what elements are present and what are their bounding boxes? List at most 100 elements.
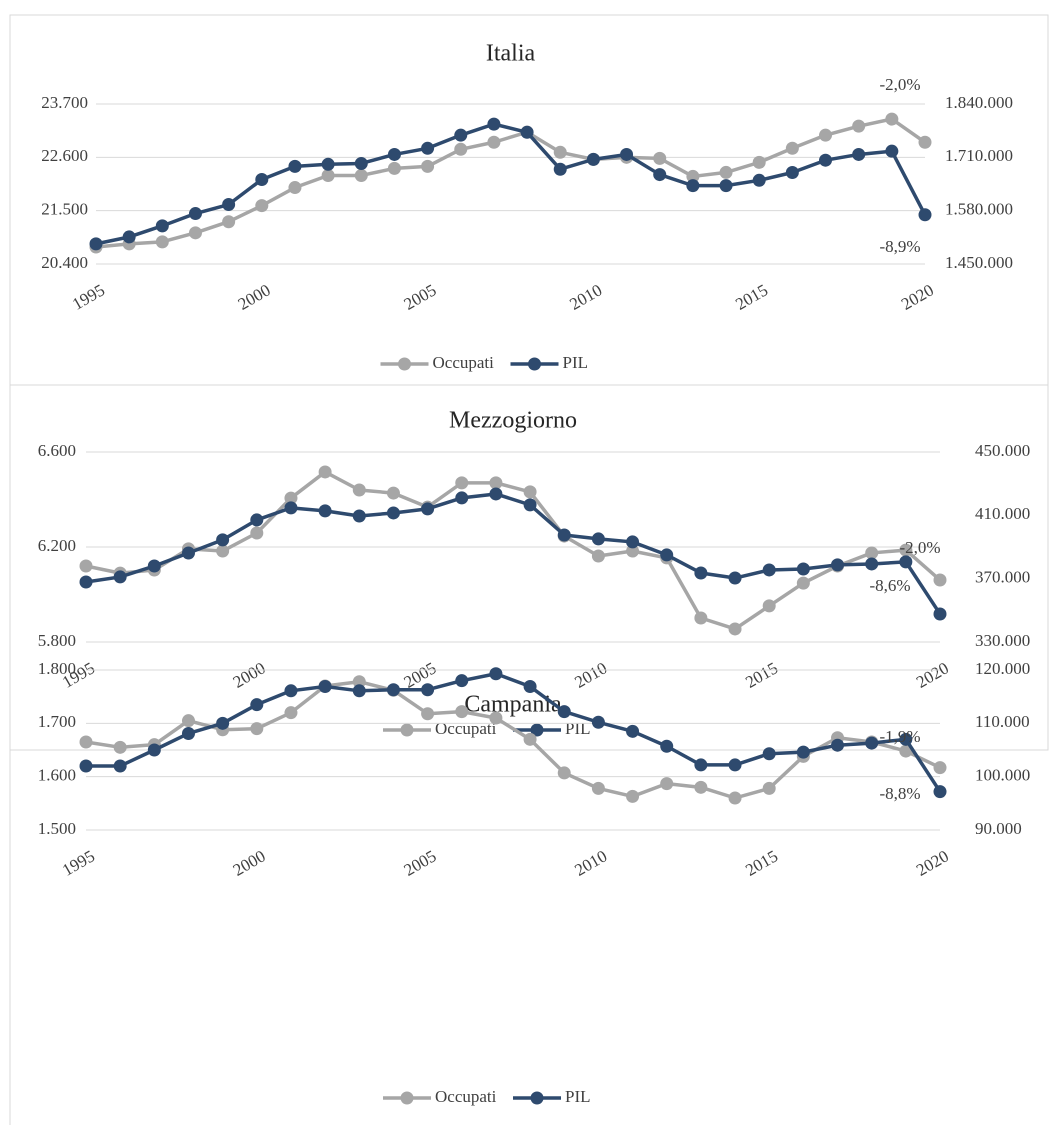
- series-marker: [421, 159, 435, 173]
- series-line: [85, 492, 942, 615]
- series-marker: [591, 549, 605, 563]
- series-marker: [386, 506, 400, 520]
- annotation: -8,8%: [879, 784, 920, 803]
- y-tick-label: 6.600: [38, 441, 76, 460]
- series-marker: [831, 738, 845, 752]
- y-tick-label: 1.700: [38, 712, 76, 731]
- series-marker: [454, 142, 468, 156]
- chart-title: Mezzogiorno: [449, 408, 577, 434]
- series-marker: [553, 145, 567, 159]
- series-marker: [387, 147, 401, 161]
- series-marker: [79, 575, 93, 589]
- series-marker: [352, 483, 366, 497]
- series-marker: [557, 528, 571, 542]
- y-tick-label: 21.500: [41, 200, 88, 219]
- series-marker: [885, 144, 899, 158]
- annotation: -1,9%: [879, 727, 920, 746]
- legend-marker: [530, 1091, 544, 1105]
- series-marker: [933, 761, 947, 775]
- series-marker: [250, 513, 264, 527]
- series-marker: [660, 548, 674, 562]
- series-marker: [591, 715, 605, 729]
- series-marker: [284, 491, 298, 505]
- y2-tick-label: 1.710.000: [945, 146, 1013, 165]
- annotation: -8,9%: [879, 237, 920, 256]
- y2-tick-label: 370.000: [975, 568, 1030, 587]
- series-marker: [318, 680, 332, 694]
- y2-tick-label: 90.000: [975, 819, 1022, 838]
- series-marker: [321, 157, 335, 171]
- x-tick-label: 1995: [69, 280, 108, 313]
- series-marker: [626, 535, 640, 549]
- series-marker: [852, 147, 866, 161]
- series-marker: [455, 674, 469, 688]
- y2-tick-label: 450.000: [975, 441, 1030, 460]
- series-marker: [660, 739, 674, 753]
- series-marker: [255, 172, 269, 186]
- series-marker: [918, 135, 932, 149]
- series-marker: [785, 141, 799, 155]
- series-marker: [284, 706, 298, 720]
- legend-marker: [528, 357, 541, 371]
- series-marker: [796, 745, 810, 759]
- series-marker: [352, 509, 366, 523]
- chart-title: Italia: [486, 41, 536, 67]
- legend-marker: [400, 723, 414, 737]
- x-tick-label: 2015: [742, 846, 781, 879]
- series-marker: [653, 168, 667, 182]
- series-marker: [455, 491, 469, 505]
- series-marker: [865, 557, 879, 571]
- series-marker: [831, 558, 845, 572]
- series-marker: [387, 161, 401, 175]
- series-marker: [660, 777, 674, 791]
- legend-marker: [400, 1091, 414, 1105]
- legend-label: PIL: [565, 1087, 591, 1106]
- series-marker: [113, 570, 127, 584]
- series-marker: [113, 759, 127, 773]
- series-marker: [899, 555, 913, 569]
- y2-tick-label: 1.450.000: [945, 253, 1013, 272]
- series-marker: [865, 546, 879, 560]
- series-marker: [222, 215, 236, 229]
- series-marker: [250, 526, 264, 540]
- series-marker: [421, 683, 435, 697]
- series-marker: [762, 599, 776, 613]
- series-marker: [819, 128, 833, 142]
- series-marker: [796, 562, 810, 576]
- series-marker: [79, 735, 93, 749]
- series-marker: [421, 502, 435, 516]
- series-marker: [694, 758, 708, 772]
- series-marker: [819, 153, 833, 167]
- series-marker: [216, 716, 230, 730]
- series-marker: [421, 707, 435, 721]
- series-marker: [933, 607, 947, 621]
- series-marker: [188, 207, 202, 221]
- y-tick-label: 20.400: [41, 253, 88, 272]
- annotation: -2,0%: [899, 538, 940, 557]
- panel-border: [9, 749, 1048, 1125]
- series-marker: [181, 546, 195, 560]
- series-marker: [586, 152, 600, 166]
- series-marker: [796, 576, 810, 590]
- series-line: [95, 117, 927, 249]
- legend-label: Occupati: [435, 1087, 497, 1106]
- series-marker: [591, 781, 605, 795]
- x-tick-label: 2000: [230, 846, 269, 879]
- series-marker: [762, 563, 776, 577]
- series-marker: [79, 759, 93, 773]
- series-marker: [155, 219, 169, 233]
- series-marker: [255, 199, 269, 213]
- legend-marker: [398, 357, 411, 371]
- series-marker: [455, 476, 469, 490]
- series-marker: [719, 165, 733, 179]
- series-marker: [728, 571, 742, 585]
- series-marker: [250, 722, 264, 736]
- series-marker: [321, 168, 335, 182]
- y2-tick-label: 410.000: [975, 504, 1030, 523]
- series-marker: [728, 758, 742, 772]
- series-marker: [686, 169, 700, 183]
- series-marker: [454, 128, 468, 142]
- series-marker: [785, 166, 799, 180]
- series-marker: [626, 789, 640, 803]
